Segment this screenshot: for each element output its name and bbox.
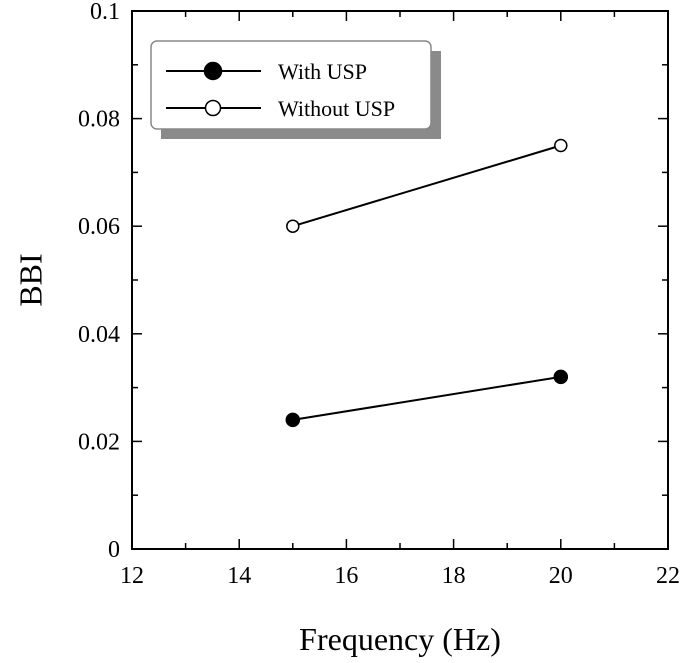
series-0 [285, 369, 569, 428]
series-1 [286, 138, 568, 233]
legend-label: With USP [278, 59, 367, 84]
y-tick-label: 0 [108, 537, 120, 563]
legend-marker [204, 99, 222, 117]
y-tick-label: 0.1 [90, 0, 120, 25]
series-layer [285, 138, 569, 428]
y-tick-label: 0.04 [78, 322, 120, 348]
x-axis-title: Frequency (Hz) [299, 621, 501, 657]
legend: With USP Without USP [150, 40, 441, 139]
series-line [292, 144, 562, 228]
series-line [292, 375, 561, 421]
data-point [553, 369, 569, 385]
data-point [285, 412, 301, 428]
data-point [286, 219, 300, 233]
x-tick-label: 14 [227, 563, 251, 589]
y-tick-label: 0.08 [78, 107, 120, 133]
x-tick-label: 16 [334, 563, 358, 589]
x-tick-label: 12 [120, 563, 144, 589]
x-tick-label: 22 [656, 563, 680, 589]
data-point [554, 138, 568, 153]
x-tick-label: 18 [442, 563, 466, 589]
legend-marker [203, 61, 223, 81]
plot-frame [131, 10, 669, 550]
x-tick-label: 20 [549, 563, 573, 589]
y-tick-label: 0.02 [78, 429, 120, 455]
legend-label: Without USP [278, 96, 395, 121]
y-axis-title: BBI [12, 253, 48, 306]
tick-labels: 12 14 16 18 20 22 0 0.02 0.04 0.06 0.08 0.1 [78, 0, 680, 589]
y-tick-label: 0.06 [78, 214, 120, 240]
